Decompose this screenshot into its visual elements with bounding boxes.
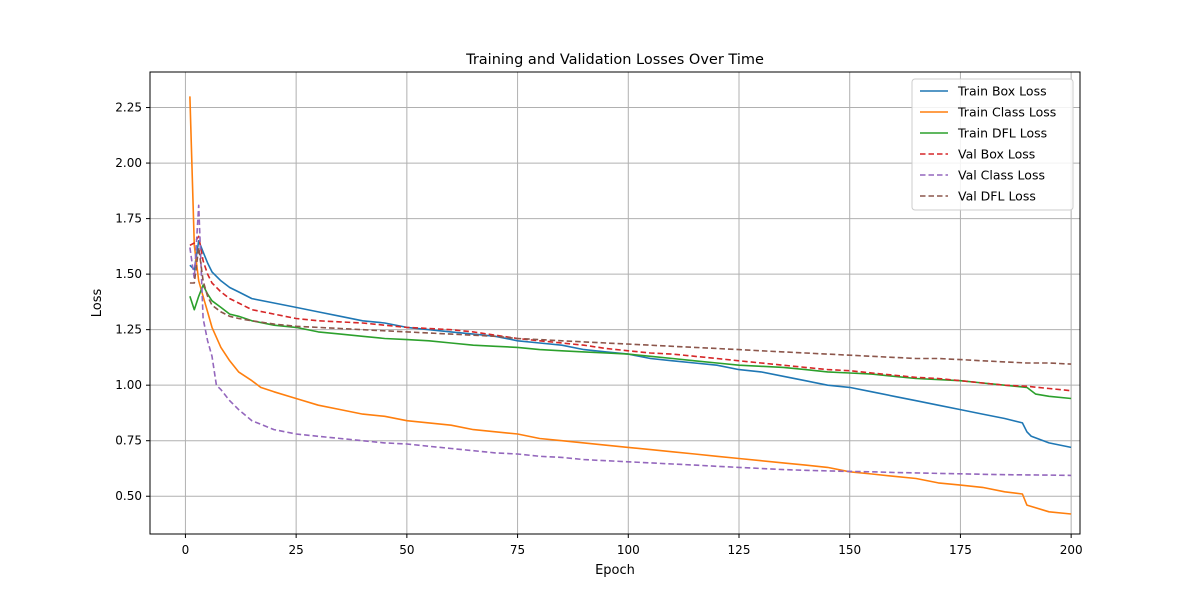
series-line	[189, 284, 1072, 400]
x-tick-label: 200	[1060, 543, 1083, 557]
x-tick-label: 50	[399, 543, 414, 557]
plot-frame	[149, 71, 1081, 535]
x-tick-label: 175	[949, 543, 972, 557]
series-line	[189, 246, 1072, 365]
x-tick-label: 0	[182, 543, 190, 557]
series-line	[189, 96, 1072, 515]
series-line	[189, 204, 1072, 477]
legend-box	[911, 78, 1074, 211]
y-axis: 0.50 0.75 1.00 1.25 1.50 1.75 2.00 2.25	[115, 101, 150, 503]
legend-entry: Train Box Loss	[957, 84, 1047, 99]
y-tick-label: 0.75	[115, 434, 142, 448]
y-tick-label: 2.25	[115, 101, 142, 115]
legend-entry: Val Box Loss	[958, 147, 1035, 162]
x-tick-label: 75	[510, 543, 525, 557]
series-layer	[189, 96, 1072, 515]
legend-entry: Val Class Loss	[958, 168, 1045, 183]
x-tick-label: 25	[289, 543, 304, 557]
y-axis-label: Loss	[90, 289, 105, 318]
y-tick-label: 2.00	[115, 156, 142, 170]
y-tick-label: 1.00	[115, 378, 142, 392]
legend-entry: Val DFL Loss	[958, 189, 1036, 204]
legend: Train Box Loss Train Class Loss Train DFL …	[911, 78, 1074, 211]
x-tick-label: 125	[728, 543, 751, 557]
x-axis-label: Epoch	[595, 563, 635, 578]
chart-title: Training and Validation Losses Over Time	[465, 52, 764, 68]
y-tick-label: 1.25	[115, 323, 142, 337]
series-line	[189, 240, 1072, 449]
legend-entry: Train Class Loss	[957, 105, 1056, 120]
x-axis: 0 25 50 75 100 125 150 175 200	[182, 534, 1083, 557]
y-tick-label: 1.50	[115, 267, 142, 281]
x-tick-label: 100	[617, 543, 640, 557]
x-tick-label: 150	[838, 543, 861, 557]
y-tick-label: 1.75	[115, 212, 142, 226]
legend-entry: Train DFL Loss	[957, 126, 1047, 141]
y-tick-label: 0.50	[115, 489, 142, 503]
